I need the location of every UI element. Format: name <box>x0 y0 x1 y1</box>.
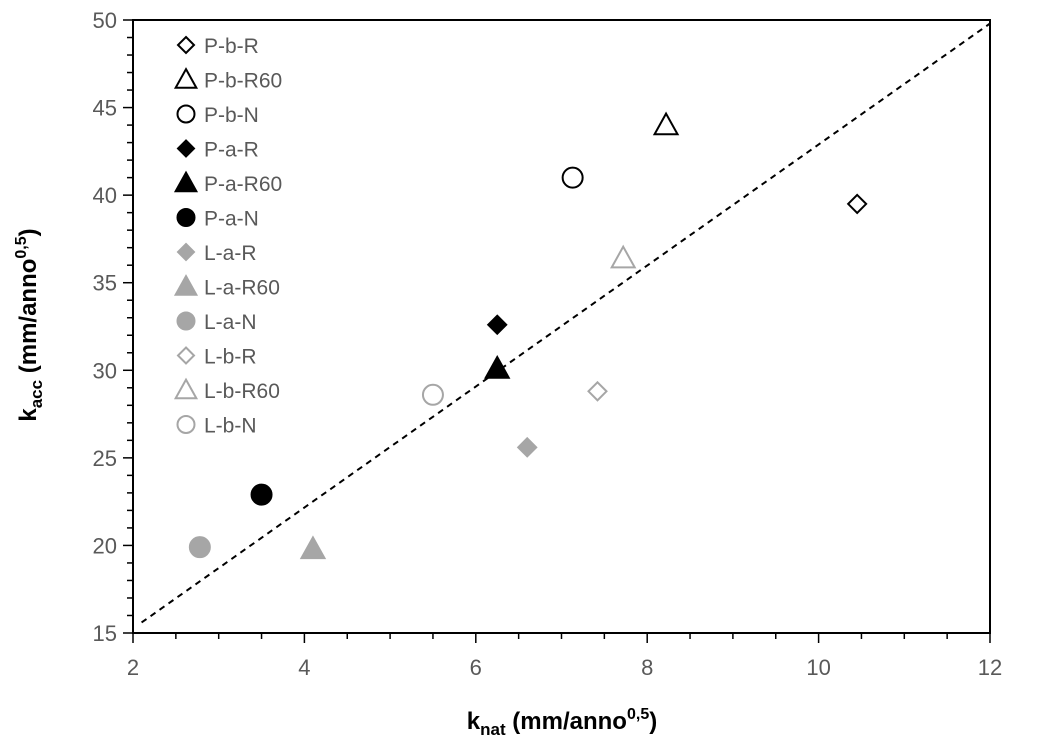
data-point-p-b-n <box>561 166 584 189</box>
legend-marker-p-b-r60 <box>173 67 199 89</box>
x-tick-label: 6 <box>470 655 482 680</box>
x-tick-label: 12 <box>978 655 1002 680</box>
data-points <box>188 111 868 560</box>
data-point-l-b-r60 <box>610 244 637 269</box>
x-tick-label: 10 <box>806 655 830 680</box>
y-axis-title: kacc (mm/anno0,5) <box>13 228 46 421</box>
plot-area-border <box>132 19 991 634</box>
x-axis-title: knat (mm/anno0,5) <box>467 706 657 739</box>
legend-label-l-a-r: L-a-R <box>204 242 257 265</box>
x-tick-label: 8 <box>641 655 653 680</box>
x-tick-label: 4 <box>298 655 310 680</box>
y-tick-label: 15 <box>93 621 117 646</box>
legend-label-p-b-n: P-b-N <box>204 104 259 127</box>
data-point-p-a-n <box>250 483 273 506</box>
data-point-l-b-n <box>421 383 444 406</box>
legend-label-p-a-r60: P-a-R60 <box>204 173 282 196</box>
legend-label-l-a-r60: L-a-R60 <box>204 277 280 300</box>
legend-label-p-a-r: P-a-R <box>204 139 259 162</box>
y-tick-label: 50 <box>93 8 117 33</box>
reference-line-layer <box>140 22 991 624</box>
legend-marker-l-a-n <box>176 311 196 331</box>
legend-marker-p-a-n <box>176 208 196 227</box>
legend-marker-l-b-n <box>176 415 196 434</box>
legend-marker-p-b-n <box>176 104 196 124</box>
data-point-p-a-r <box>486 314 508 336</box>
x-tick-label: 2 <box>127 655 139 680</box>
data-point-l-a-n <box>188 536 211 559</box>
legend-label-l-b-r60: L-b-R60 <box>204 380 280 403</box>
legend-label-p-a-n: P-a-N <box>204 208 259 231</box>
legend-marker-l-a-r60 <box>173 274 199 296</box>
data-point-p-b-r <box>846 193 868 215</box>
data-point-p-a-r60 <box>484 354 511 379</box>
data-point-l-a-r <box>516 436 538 458</box>
legend-marker-p-a-r <box>176 139 196 158</box>
legend: P-b-R P-b-R60 P-b-N P-a-R P-a-R60 P-a-N L-a-R L… <box>173 35 282 438</box>
legend-marker-p-a-r60 <box>173 170 199 193</box>
legend-label-p-b-r: P-b-R <box>204 35 259 58</box>
legend-label-l-a-n: L-a-N <box>204 311 257 334</box>
x-axis: 2 4 6 8 10 12 <box>127 633 1002 680</box>
data-point-p-b-r60 <box>652 111 680 136</box>
reference-line <box>140 22 991 624</box>
legend-marker-l-b-r60 <box>173 377 199 400</box>
plot-frame <box>132 19 991 634</box>
y-tick-label: 25 <box>93 446 117 471</box>
y-tick-label: 35 <box>93 271 117 296</box>
legend-label-l-b-n: L-b-N <box>204 415 257 438</box>
legend-label-l-b-r: L-b-R <box>204 346 257 369</box>
legend-marker-l-a-r <box>176 242 196 262</box>
y-tick-label: 40 <box>93 183 117 208</box>
y-tick-label: 30 <box>93 358 117 383</box>
y-tick-label: 45 <box>93 96 117 121</box>
legend-marker-p-b-r <box>176 35 196 55</box>
legend-marker-l-b-r <box>176 346 196 365</box>
data-point-l-a-r60 <box>299 535 327 560</box>
data-point-l-b-r <box>587 380 608 402</box>
legend-label-p-b-r60: P-b-R60 <box>204 70 282 93</box>
y-axis: 15 20 25 30 35 40 45 50 <box>93 8 133 646</box>
y-tick-label: 20 <box>93 533 117 558</box>
